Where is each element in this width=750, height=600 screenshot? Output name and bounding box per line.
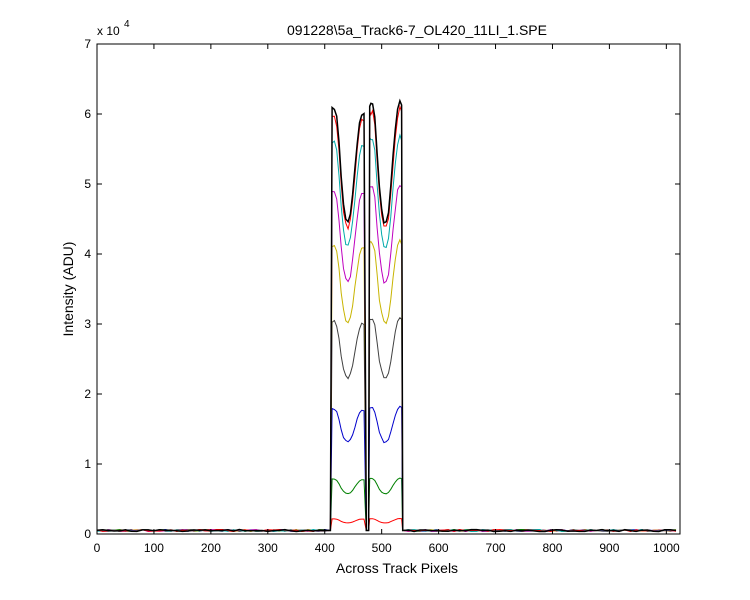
y-tick-label: 2 (84, 387, 91, 401)
y-tick-label: 5 (84, 177, 91, 191)
y-tick-label: 3 (84, 317, 91, 331)
x-tick-label: 1000 (653, 541, 680, 555)
axes-box (96, 43, 681, 535)
y-axis-label: Intensity (ADU) (60, 242, 76, 337)
x-axis-label: Across Track Pixels (336, 560, 458, 576)
chart-title: 091228\5a_Track6-7_OL420_11LI_1.SPE (287, 22, 547, 38)
y-tick-label: 7 (84, 37, 91, 51)
y-tick-label: 0 (84, 527, 91, 541)
tick-layer: 0 100 200 300 400 500 600 700 800 900 1000 0 1 2 3 4 5 6 7 (84, 37, 680, 555)
x-tick-label: 500 (372, 541, 392, 555)
x-tick-label: 200 (201, 541, 221, 555)
x-tick-label: 700 (486, 541, 506, 555)
x-tick-label: 900 (599, 541, 619, 555)
x-tick-label: 300 (258, 541, 278, 555)
x-tick-label: 400 (315, 541, 335, 555)
y-tick-label: 6 (84, 107, 91, 121)
y-multiplier-label: x 10 (97, 24, 120, 38)
x-tick-label: 100 (144, 541, 164, 555)
y-multiplier-exponent: 4 (124, 19, 130, 30)
y-tick-label: 4 (84, 247, 91, 261)
series-line (96, 98, 677, 533)
x-tick-label: 600 (429, 541, 449, 555)
y-tick-label: 1 (84, 457, 91, 471)
x-tick-label: 0 (94, 541, 101, 555)
series-layer (96, 98, 677, 533)
x-tick-label: 800 (542, 541, 562, 555)
